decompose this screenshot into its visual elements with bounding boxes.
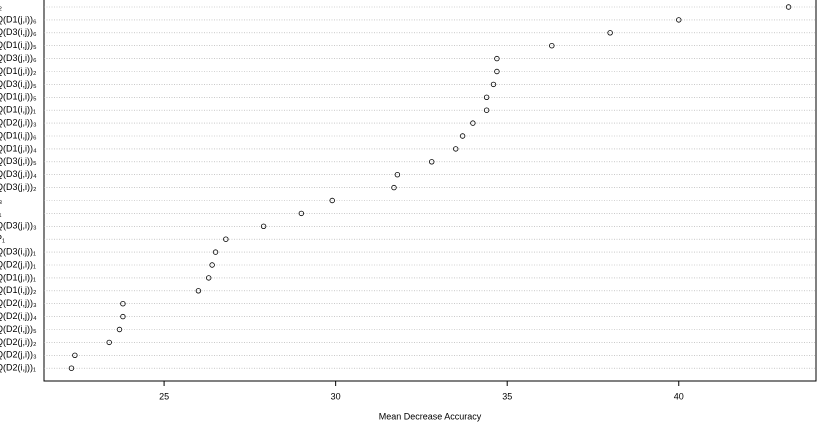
- y-tick-label: Q(D3(j,i))₂: [0, 182, 37, 192]
- y-tick-label: P₁: [0, 234, 5, 244]
- y-tick-label: Q(D2(i,j))₅: [0, 324, 37, 334]
- y-tick-label: I₃: [0, 195, 3, 205]
- point: [453, 146, 459, 152]
- point: [223, 236, 229, 242]
- point: [490, 81, 497, 88]
- point: [120, 313, 126, 320]
- y-tick-label: Q(D2(i,j))₃: [0, 298, 37, 308]
- point: [676, 17, 682, 23]
- point: [329, 197, 335, 204]
- y-tick-label: Q(D1(j,i))₄: [0, 143, 37, 153]
- point: [394, 171, 401, 178]
- point: [459, 133, 466, 139]
- point: [106, 339, 112, 346]
- point: [785, 4, 792, 10]
- x-tick-label: 40: [674, 391, 684, 401]
- y-tick-label: Q(D2(i,j))₄: [0, 311, 37, 321]
- plot-frame: [43, 0, 817, 382]
- x-axis-label: Mean Decrease Accuracy: [379, 411, 482, 421]
- point: [483, 107, 490, 113]
- point: [212, 249, 219, 255]
- point: [494, 55, 500, 62]
- point: [483, 94, 490, 100]
- y-tick-label: Q(D1(i,j))₁: [0, 105, 36, 115]
- point: [549, 43, 555, 49]
- y-tick-label: Q(D2(i,j))₁: [0, 363, 36, 373]
- y-tick-label: Q(D1(i,j))₅: [0, 40, 37, 50]
- x-tick-label: 25: [159, 391, 169, 401]
- point: [209, 262, 215, 268]
- point: [260, 223, 267, 229]
- point: [120, 301, 126, 307]
- y-tick-label: Q(D3(i,j))₁: [0, 246, 36, 256]
- x-tick-label: 30: [331, 391, 341, 401]
- y-tick-label: Q(D1(i,j))₆: [0, 130, 37, 140]
- y-tick-label: Q(D1(j,i))₅: [0, 92, 37, 102]
- y-tick-label: Q(D2(j,i))₁: [0, 259, 36, 269]
- point: [298, 210, 305, 217]
- x-tick-label: 35: [502, 391, 512, 401]
- point: [429, 159, 435, 165]
- y-tick-label: Q(D3(i,j))₆: [0, 27, 37, 37]
- y-tick-label: Q(D1(i,j))₂: [0, 285, 37, 295]
- point: [470, 120, 476, 126]
- point: [72, 352, 78, 358]
- y-tick-label: Q(D3(j,i))₄: [0, 169, 37, 179]
- point: [391, 184, 397, 191]
- y-tick-label: Q(D2(j,i))₂: [0, 337, 37, 347]
- point: [116, 326, 123, 333]
- y-tick-label: I₂: [0, 1, 3, 11]
- point: [195, 288, 202, 294]
- point: [68, 365, 75, 371]
- point: [607, 30, 613, 36]
- y-tick-label: Q(D2(j,i))₃: [0, 117, 37, 127]
- point: [494, 68, 500, 75]
- y-tick-label: Q(D3(j,i))₃: [0, 221, 37, 231]
- y-tick-label: Q(D1(j,i))₆: [0, 14, 37, 24]
- y-tick-label: Q(D3(j,i))₅: [0, 156, 37, 166]
- y-tick-label: I₁: [0, 208, 2, 218]
- y-tick-label: Q(D1(j,i))₂: [0, 66, 37, 76]
- y-tick-label: Q(D2(j,i))₃: [0, 350, 37, 360]
- y-tick-label: Q(D3(j,i))₆: [0, 53, 37, 63]
- point: [205, 275, 212, 281]
- y-tick-label: Q(D3(i,j))₅: [0, 79, 37, 89]
- y-tick-label: Q(D1(j,i))₁: [0, 272, 36, 282]
